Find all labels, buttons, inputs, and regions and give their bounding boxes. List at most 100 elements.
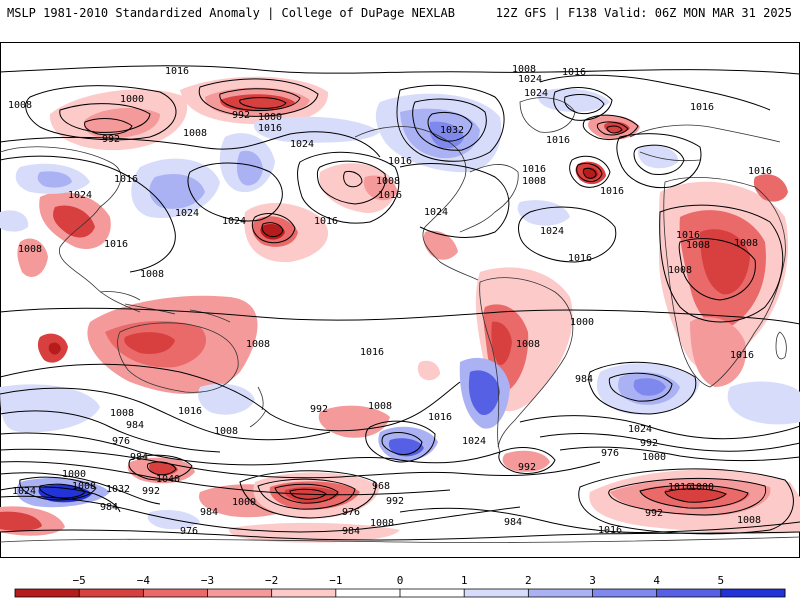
model-run-info: 12Z GFS | F138 Valid: 06Z MON MAR 31 202… (495, 6, 792, 20)
contour-label: 1008 (737, 515, 761, 526)
contour-label: 1016 (165, 66, 189, 77)
colorbar-swatch (592, 589, 658, 597)
contour-label: 1016 (568, 253, 592, 264)
contour-label: 1008 (516, 339, 540, 350)
contour-label: 1016 (104, 239, 128, 250)
contour-label: 1016 (562, 67, 586, 78)
contour-label: 992 (640, 438, 658, 449)
colorbar-tick-label: −4 (137, 574, 151, 587)
contour-label: 1024 (540, 226, 564, 237)
contour-label: 1000 (62, 469, 86, 480)
contour-label: 1024 (462, 436, 486, 447)
contour-label: 1008 (8, 100, 32, 111)
contour-label: 976 (180, 526, 198, 537)
contour-label: 976 (342, 507, 360, 518)
contour-label: 992 (310, 404, 328, 415)
contour-label: 1008 (668, 265, 692, 276)
map-title: MSLP 1981-2010 Standardized Anomaly | Co… (7, 6, 455, 20)
coastlines (0, 97, 800, 543)
anomaly-colorbar: −5 −4 −3 −2 −1 0 1 2 3 4 5 (14, 574, 786, 598)
contour-label: 992 (518, 462, 536, 473)
contour-label: 1016 (258, 123, 282, 134)
coast-north-america-east (459, 164, 519, 233)
contour-label: 984 (200, 507, 218, 518)
colorbar-tick-label: −5 (73, 574, 86, 587)
contour-label: 1024 (222, 216, 246, 227)
contour-label: 976 (601, 448, 619, 459)
colorbar-tick-label: 5 (718, 574, 725, 587)
contour-label: 1016 (546, 135, 570, 146)
contour-label: 1000 (570, 317, 594, 328)
colorbar-swatch (656, 589, 722, 597)
contour-label: 1016 (114, 174, 138, 185)
colorbar-swatch (143, 589, 208, 597)
coast-madagascar (775, 331, 787, 360)
contour-label: 984 (126, 420, 144, 431)
contour-label: 1016 (668, 482, 692, 493)
contour-label: 1008 (522, 176, 546, 187)
colorbar-tick-label: 0 (397, 574, 404, 587)
contour-label: 1016 (676, 230, 700, 241)
contour-label: 1016 (522, 164, 546, 175)
contour-label: 1016 (360, 347, 384, 358)
coast-greenland (519, 97, 576, 133)
contour-label: 1024 (518, 74, 542, 85)
contour-label: 992 (102, 134, 120, 145)
contour-label: 1008 (368, 401, 392, 412)
contour-label: 1000 (690, 482, 714, 493)
contour-label: 1000 (258, 112, 282, 123)
contour-label: 992 (645, 508, 663, 519)
contour-label: 1008 (110, 408, 134, 419)
coast-africa (663, 177, 786, 388)
contour-label: 1000 (232, 497, 256, 508)
coast-indonesia (99, 291, 231, 323)
coast-europe (629, 124, 781, 162)
colorbar-tick-label: 2 (525, 574, 532, 587)
contour-label: 1024 (68, 190, 92, 201)
colorbar-ticks: −5 −4 −3 −2 −1 0 1 2 3 4 5 (73, 574, 725, 597)
coast-north-america (354, 126, 479, 281)
world-map: 1008 1000 992 1016 992 1000 1008 1024 10… (0, 42, 800, 558)
contour-label: 1008 (214, 426, 238, 437)
coast-asia (0, 146, 141, 313)
contour-label: 984 (504, 517, 522, 528)
contour-label: 984 (342, 526, 360, 537)
colorbar-swatch (207, 589, 273, 597)
contour-label: 1024 (424, 207, 448, 218)
contour-label: 1024 (628, 424, 652, 435)
contour-label: 1032 (106, 484, 130, 495)
contour-label: 968 (372, 481, 390, 492)
contour-label: 1016 (730, 350, 754, 361)
colorbar-tick-label: −2 (265, 574, 278, 587)
contour-label: 1016 (748, 166, 772, 177)
contour-label: 1016 (314, 216, 338, 227)
contour-labels: 1008 1000 992 1016 992 1000 1008 1024 10… (8, 64, 772, 537)
colorbar-swatch (528, 589, 593, 597)
contour-label: 1024 (290, 139, 314, 150)
contour-label: 1024 (524, 88, 548, 99)
contour-label: 984 (130, 452, 148, 463)
contour-label: 1000 (642, 452, 666, 463)
colorbar-swatch (15, 589, 80, 597)
contour-label: 1008 (512, 64, 536, 75)
contour-label: 1016 (600, 186, 624, 197)
contour-label: 1008 (183, 128, 207, 139)
contour-label: 1008 (370, 518, 394, 529)
contour-label: 1016 (178, 406, 202, 417)
contour-label: 992 (386, 496, 404, 507)
contour-label: 1008 (734, 238, 758, 249)
contour-label: 1016 (428, 412, 452, 423)
colorbar-swatch (720, 589, 786, 597)
contour-label: 1000 (120, 94, 144, 105)
colorbar-swatch (79, 589, 144, 597)
contour-label: 1016 (690, 102, 714, 113)
colorbar-tick-label: 3 (589, 574, 596, 587)
contour-label: 976 (112, 436, 130, 447)
contour-label: 1008 (72, 481, 96, 492)
coast-australia (117, 322, 239, 393)
contour-label: 1040 (156, 474, 180, 485)
colorbar-swatch (335, 589, 401, 597)
contour-label: 1008 (686, 240, 710, 251)
isobar-contours (0, 65, 800, 541)
contour-label: 1016 (598, 525, 622, 536)
